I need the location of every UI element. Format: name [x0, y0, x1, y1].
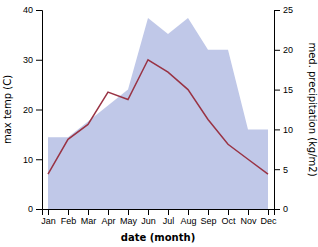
- tick-mark: [248, 209, 249, 215]
- tick: Aug: [180, 209, 196, 226]
- tick-label: 0: [28, 204, 33, 214]
- tick-mark: [274, 50, 280, 51]
- tick-label: 40: [23, 5, 33, 15]
- x-axis: Jan Feb Mar Apr MayJun Jul Aug Sep Oct NovDec: [41, 209, 277, 226]
- tick-mark: [36, 10, 42, 11]
- tick: Mar: [81, 209, 97, 226]
- tick-label: Feb: [61, 216, 77, 226]
- tick-label: Mar: [81, 216, 97, 226]
- tick-mark: [274, 169, 280, 170]
- tick-label: Jun: [141, 216, 156, 226]
- tick: 40: [23, 5, 42, 15]
- axis-line: [275, 11, 281, 210]
- tick: 10: [23, 155, 42, 165]
- x-axis-title: date (month): [121, 232, 195, 243]
- tick-mark: [48, 209, 49, 215]
- tick-mark: [68, 209, 69, 215]
- tick-label: 10: [283, 125, 293, 135]
- tick-label: Oct: [221, 216, 236, 226]
- area: [48, 18, 268, 209]
- line: [48, 60, 268, 174]
- tick: Jun: [141, 209, 156, 226]
- marks: [48, 18, 268, 209]
- tick: Feb: [61, 209, 77, 226]
- tick: Oct: [221, 209, 236, 226]
- tick-label: 25: [283, 5, 293, 15]
- tick: 30: [23, 55, 42, 65]
- y-axis-title: max temp (C): [2, 75, 13, 144]
- tick-label: Jan: [41, 216, 56, 226]
- tick: 20: [274, 45, 293, 55]
- plot: Jan Feb Mar Apr MayJun Jul Aug Sep Oct NovDec 0 10 2…: [23, 5, 293, 226]
- tick-mark: [228, 209, 229, 215]
- tick: 10: [274, 125, 293, 135]
- tick-mark: [274, 90, 280, 91]
- tick: Sep: [200, 209, 216, 226]
- tick-mark: [108, 209, 109, 215]
- tick-mark: [268, 209, 269, 215]
- tick-label: 20: [23, 105, 33, 115]
- y2-axis-title: med. precipitation (kg/m2): [307, 42, 318, 176]
- tick: May: [120, 209, 138, 226]
- tick-mark: [128, 209, 129, 215]
- tick-mark: [36, 110, 42, 111]
- tick: Jan: [41, 209, 56, 226]
- tick: 5: [274, 165, 288, 175]
- tick-label: 15: [283, 85, 293, 95]
- tick-label: Sep: [200, 216, 216, 226]
- tick-label: 0: [283, 204, 288, 214]
- tick-mark: [274, 129, 280, 130]
- tick-mark: [274, 209, 280, 210]
- tick-mark: [36, 209, 42, 210]
- tick-label: Apr: [101, 216, 115, 226]
- tick: Apr: [101, 209, 115, 226]
- tick: Nov: [240, 209, 257, 226]
- y-axis: 0 10 20 30 40: [23, 5, 43, 214]
- tick-label: 20: [283, 45, 293, 55]
- tick-label: Nov: [240, 216, 257, 226]
- tick-label: Dec: [260, 216, 277, 226]
- chart: Jan Feb Mar Apr MayJun Jul Aug Sep Oct NovDec 0 10 2…: [0, 0, 318, 247]
- tick-mark: [188, 209, 189, 215]
- tick-mark: [274, 10, 280, 11]
- tick-mark: [168, 209, 169, 215]
- tick: 15: [274, 85, 293, 95]
- tick-label: Aug: [180, 216, 196, 226]
- tick-mark: [36, 159, 42, 160]
- tick: 20: [23, 105, 42, 115]
- tick-mark: [148, 209, 149, 215]
- tick: Jul: [163, 209, 175, 226]
- tick: 0: [28, 204, 42, 214]
- tick: 0: [274, 204, 288, 214]
- tick-label: Jul: [163, 216, 175, 226]
- axis-line: [43, 210, 275, 216]
- tick-label: 5: [283, 165, 288, 175]
- tick-mark: [208, 209, 209, 215]
- y2-axis: 0 5 10 15 20 25: [274, 5, 293, 214]
- tick-label: 30: [23, 55, 33, 65]
- tick-label: 10: [23, 155, 33, 165]
- tick-label: May: [120, 216, 138, 226]
- tick-mark: [88, 209, 89, 215]
- axis-line: [36, 11, 43, 210]
- tick: Dec: [260, 209, 277, 226]
- tick: 25: [274, 5, 293, 15]
- tick-mark: [36, 60, 42, 61]
